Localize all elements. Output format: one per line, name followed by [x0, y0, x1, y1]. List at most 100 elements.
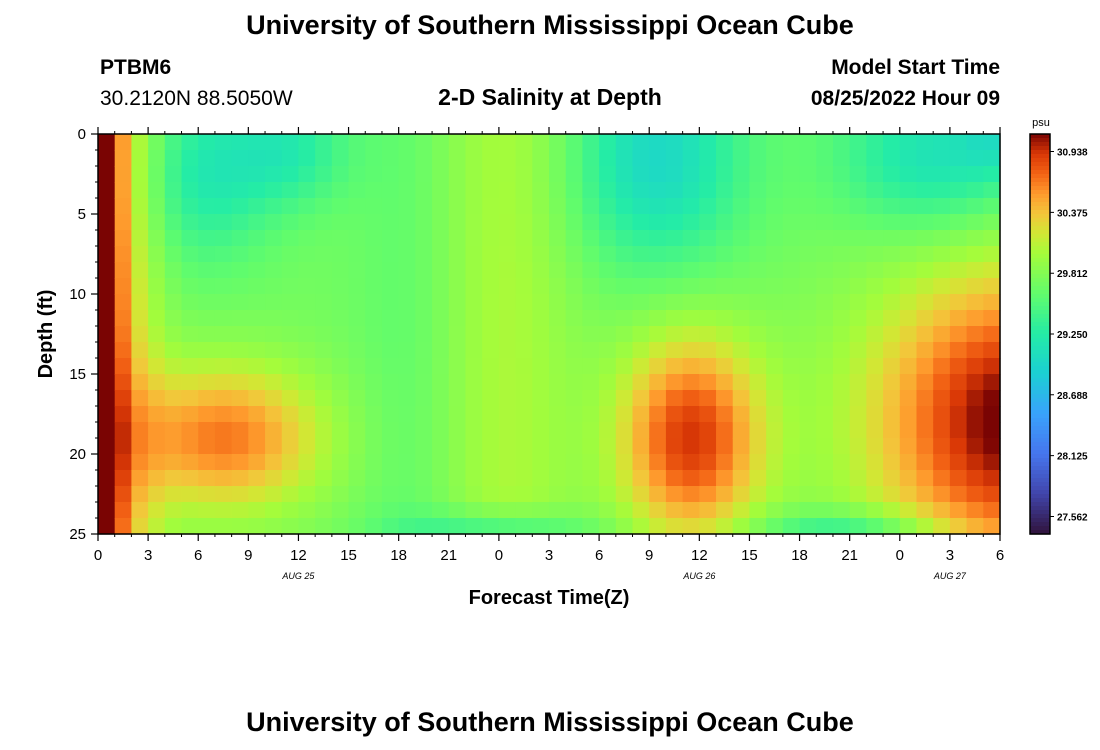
- colorbar-swatch: [1030, 210, 1050, 215]
- heatmap-cell: [649, 214, 667, 231]
- heatmap-cell: [198, 406, 216, 423]
- heatmap-cell: [181, 294, 199, 311]
- heatmap-cell: [532, 262, 550, 279]
- heatmap-cell: [131, 438, 149, 455]
- colorbar-swatch: [1030, 386, 1050, 391]
- colorbar-swatch: [1030, 494, 1050, 499]
- heatmap-cell: [214, 326, 233, 343]
- colorbar-swatch: [1030, 146, 1050, 151]
- heatmap-cell: [549, 342, 567, 359]
- heatmap-cell: [198, 486, 216, 503]
- heatmap-cell: [716, 310, 734, 327]
- heatmap-cell: [866, 358, 884, 375]
- heatmap-cell: [699, 134, 717, 151]
- heatmap-cell: [281, 518, 300, 535]
- heatmap-cell: [465, 374, 483, 391]
- heatmap-cell: [665, 342, 684, 359]
- heatmap-cell: [849, 342, 867, 359]
- heatmap-cell: [816, 470, 834, 487]
- heatmap-cell: [432, 454, 450, 471]
- heatmap-cell: [114, 230, 132, 247]
- heatmap-cell: [899, 150, 918, 167]
- heatmap-cell: [849, 262, 867, 279]
- heatmap-cell: [148, 502, 166, 519]
- colorbar-swatch: [1030, 286, 1050, 291]
- heatmap-cell: [148, 454, 166, 471]
- heatmap-cell: [532, 374, 550, 391]
- heatmap-cell: [599, 310, 617, 327]
- heatmap-cell: [482, 486, 500, 503]
- heatmap-cell: [682, 182, 700, 199]
- heatmap-cell: [983, 358, 1001, 375]
- colorbar-swatch: [1030, 462, 1050, 467]
- heatmap-cell: [582, 342, 600, 359]
- heatmap-cell: [432, 310, 450, 327]
- colorbar-swatch: [1030, 514, 1050, 519]
- heatmap-cell: [632, 518, 650, 535]
- heatmap-cell: [799, 502, 817, 519]
- heatmap-cell: [883, 390, 901, 407]
- heatmap-cell: [665, 374, 684, 391]
- heatmap-cell: [114, 198, 132, 215]
- heatmap-cell: [799, 150, 817, 167]
- heatmap-cell: [131, 278, 149, 295]
- heatmap-cell: [665, 454, 684, 471]
- heatmap-cell: [131, 518, 149, 535]
- heatmap-cell: [298, 214, 316, 231]
- heatmap-cell: [181, 246, 199, 263]
- heatmap-cell: [682, 438, 700, 455]
- heatmap-cell: [916, 486, 934, 503]
- heatmap-cell: [214, 502, 233, 519]
- heatmap-cell: [799, 374, 817, 391]
- heatmap-cell: [315, 358, 333, 375]
- heatmap-cell: [632, 246, 650, 263]
- heatmap-cell: [181, 454, 199, 471]
- heatmap-cell: [532, 246, 550, 263]
- heatmap-cell: [832, 246, 851, 263]
- heatmap-cell: [131, 246, 149, 263]
- heatmap-cell: [214, 486, 233, 503]
- heatmap-cell: [281, 198, 300, 215]
- heatmap-cell: [381, 454, 400, 471]
- heatmap-cell: [148, 326, 166, 343]
- heatmap-cell: [933, 358, 951, 375]
- heatmap-cell: [716, 486, 734, 503]
- heatmap-cell: [799, 198, 817, 215]
- colorbar-swatch: [1030, 270, 1050, 275]
- heatmap-cell: [849, 518, 867, 535]
- colorbar-swatch: [1030, 222, 1050, 227]
- heatmap-cell: [415, 358, 433, 375]
- heatmap-cell: [148, 150, 166, 167]
- colorbar-swatch: [1030, 482, 1050, 487]
- heatmap-cell: [98, 438, 116, 455]
- heatmap-cell: [148, 262, 166, 279]
- heatmap-cell: [198, 518, 216, 535]
- heatmap-cell: [966, 518, 984, 535]
- colorbar-swatch: [1030, 518, 1050, 523]
- heatmap-cell: [298, 486, 316, 503]
- heatmap-cell: [265, 246, 283, 263]
- colorbar-swatch: [1030, 402, 1050, 407]
- heatmap-cell: [565, 486, 583, 503]
- heatmap-cell: [231, 150, 249, 167]
- heatmap-cell: [265, 150, 283, 167]
- heatmap-cell: [649, 374, 667, 391]
- model-start-value: 08/25/2022 Hour 09: [810, 87, 1000, 110]
- heatmap-cell: [365, 486, 383, 503]
- heatmap-cell: [899, 454, 918, 471]
- heatmap-cell: [899, 134, 918, 151]
- heatmap-cell: [565, 422, 583, 439]
- heatmap-cell: [665, 422, 684, 439]
- heatmap-cell: [949, 358, 968, 375]
- heatmap-cell: [432, 278, 450, 295]
- heatmap-cell: [365, 518, 383, 535]
- heatmap-cell: [498, 518, 517, 535]
- heatmap-cell: [549, 454, 567, 471]
- heatmap-cell: [432, 502, 450, 519]
- colorbar-swatch: [1030, 166, 1050, 171]
- heatmap-cell: [532, 150, 550, 167]
- heatmap-cell: [665, 166, 684, 183]
- heatmap-cell: [265, 230, 283, 247]
- heatmap-cell: [816, 166, 834, 183]
- heatmap-cell: [582, 134, 600, 151]
